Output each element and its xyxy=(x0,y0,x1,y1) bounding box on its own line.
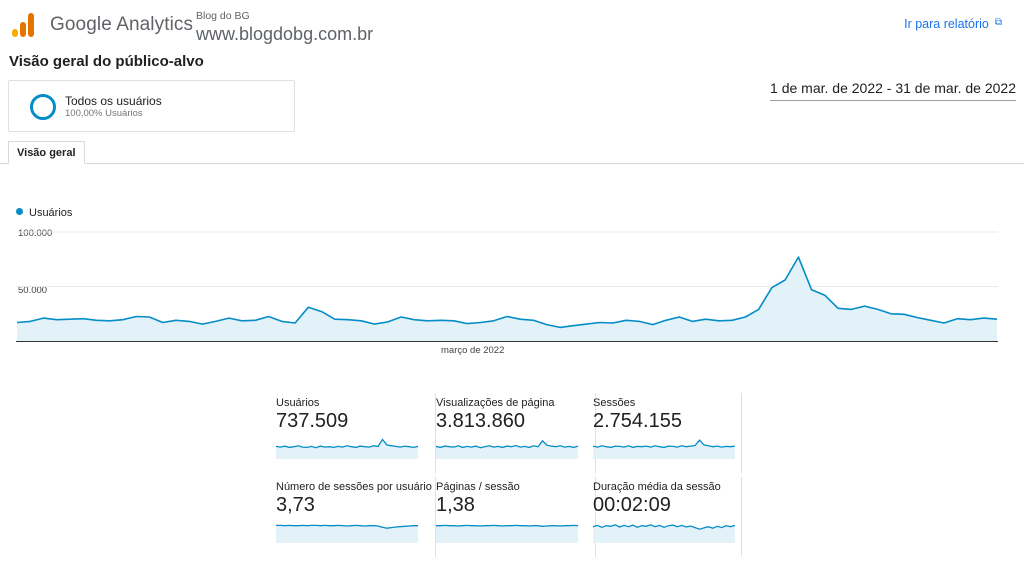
metric-sparkline xyxy=(276,524,418,543)
product-name: Google Analytics xyxy=(50,14,194,35)
metric-value: 1,38 xyxy=(436,494,475,516)
logo-bar-mid xyxy=(20,22,26,37)
series-area xyxy=(17,257,997,341)
metric-sparkline xyxy=(436,524,578,543)
google-analytics-logo-icon xyxy=(12,13,34,37)
segment-detail: 100,00% Usuários xyxy=(65,108,143,119)
metric-tile-users[interactable]: Usuários 737.509 xyxy=(276,393,436,473)
metric-tile-avg-session-duration[interactable]: Duração média da sessão 00:02:09 xyxy=(593,477,742,557)
external-link-icon: ⧉ xyxy=(994,17,1002,28)
metric-value: 737.509 xyxy=(276,410,349,432)
segment-name: Todos os usuários xyxy=(65,94,162,108)
metric-value: 2.754.155 xyxy=(593,410,682,432)
sparkline-line xyxy=(436,524,578,527)
logo-bar-short xyxy=(12,29,18,37)
tab-divider xyxy=(0,163,1024,164)
sparkline-line xyxy=(436,439,578,449)
metric-value: 00:02:09 xyxy=(593,494,671,516)
metric-label: Páginas / sessão xyxy=(436,481,520,493)
metric-sparkline xyxy=(276,438,418,459)
metric-tile-sessions-per-user[interactable]: Número de sessões por usuário 3,73 xyxy=(276,477,436,557)
metric-value: 3,73 xyxy=(276,494,315,516)
metric-sparkline xyxy=(593,524,735,543)
sparkline-area xyxy=(436,525,578,543)
chart-legend: Usuários xyxy=(16,207,72,219)
metric-label: Duração média da sessão xyxy=(593,481,721,493)
logo-bar-tall xyxy=(28,13,34,37)
users-line-chart[interactable] xyxy=(16,222,998,344)
metric-sparkline xyxy=(436,439,578,459)
sparkline-line xyxy=(276,524,418,529)
go-to-report-link[interactable]: Ir para relatório ⧉ xyxy=(904,17,1002,31)
tab-overview[interactable]: Visão geral xyxy=(8,141,85,164)
y-tick-label: 50.000 xyxy=(18,285,48,296)
metric-value: 3.813.860 xyxy=(436,410,525,432)
series-line xyxy=(16,256,998,329)
metric-tile-pages-per-session[interactable]: Páginas / sessão 1,38 xyxy=(436,477,596,557)
segment-card[interactable]: Todos os usuários 100,00% Usuários xyxy=(8,80,295,132)
sparkline-line xyxy=(593,439,735,449)
segment-ring-icon xyxy=(30,94,56,120)
legend-dot-icon xyxy=(16,208,23,215)
metric-label: Usuários xyxy=(276,397,320,409)
property-selector[interactable]: www.blogdobg.com.br xyxy=(196,24,374,44)
metric-tile-pageviews[interactable]: Visualizações de página 3.813.860 xyxy=(436,393,596,473)
sparkline-line xyxy=(593,524,735,530)
page-title: Visão geral do público-alvo xyxy=(9,53,204,70)
sparkline-area xyxy=(436,440,578,459)
metric-label: Sessões xyxy=(593,397,636,409)
sparkline-line xyxy=(276,438,418,449)
metric-sparkline xyxy=(593,439,735,459)
go-to-report-label: Ir para relatório xyxy=(904,17,989,31)
y-tick-label: 100.000 xyxy=(18,228,53,239)
sparkline-area xyxy=(276,525,418,543)
x-axis-label: março de 2022 xyxy=(441,345,505,356)
metric-label: Visualizações de página xyxy=(436,397,555,409)
date-range-picker[interactable]: 1 de mar. de 2022 - 31 de mar. de 2022 xyxy=(770,80,1016,101)
metric-label: Número de sessões por usuário xyxy=(276,481,432,493)
account-name: Blog do BG xyxy=(196,10,250,22)
legend-label: Usuários xyxy=(29,207,73,219)
sparkline-area xyxy=(276,439,418,459)
metric-tile-sessions[interactable]: Sessões 2.754.155 xyxy=(593,393,742,473)
sparkline-area xyxy=(593,440,735,459)
